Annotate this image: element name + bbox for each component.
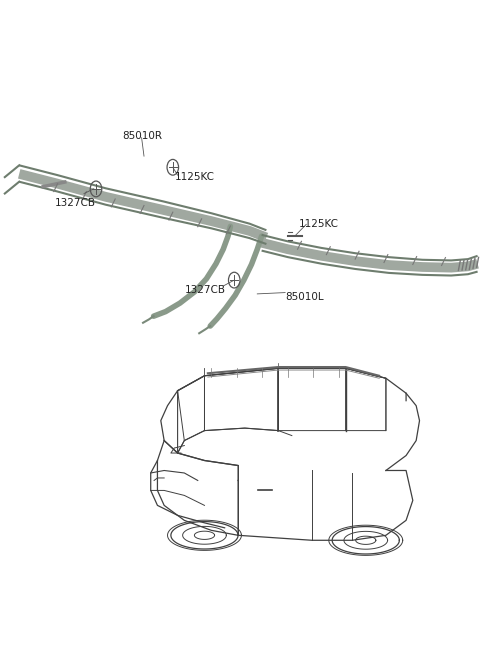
Text: 1125KC: 1125KC: [299, 219, 338, 230]
Text: 85010R: 85010R: [122, 131, 162, 142]
Text: 1125KC: 1125KC: [175, 172, 215, 182]
Text: 1327CB: 1327CB: [55, 198, 96, 209]
Text: 1327CB: 1327CB: [185, 285, 226, 295]
Text: 85010L: 85010L: [286, 291, 324, 302]
